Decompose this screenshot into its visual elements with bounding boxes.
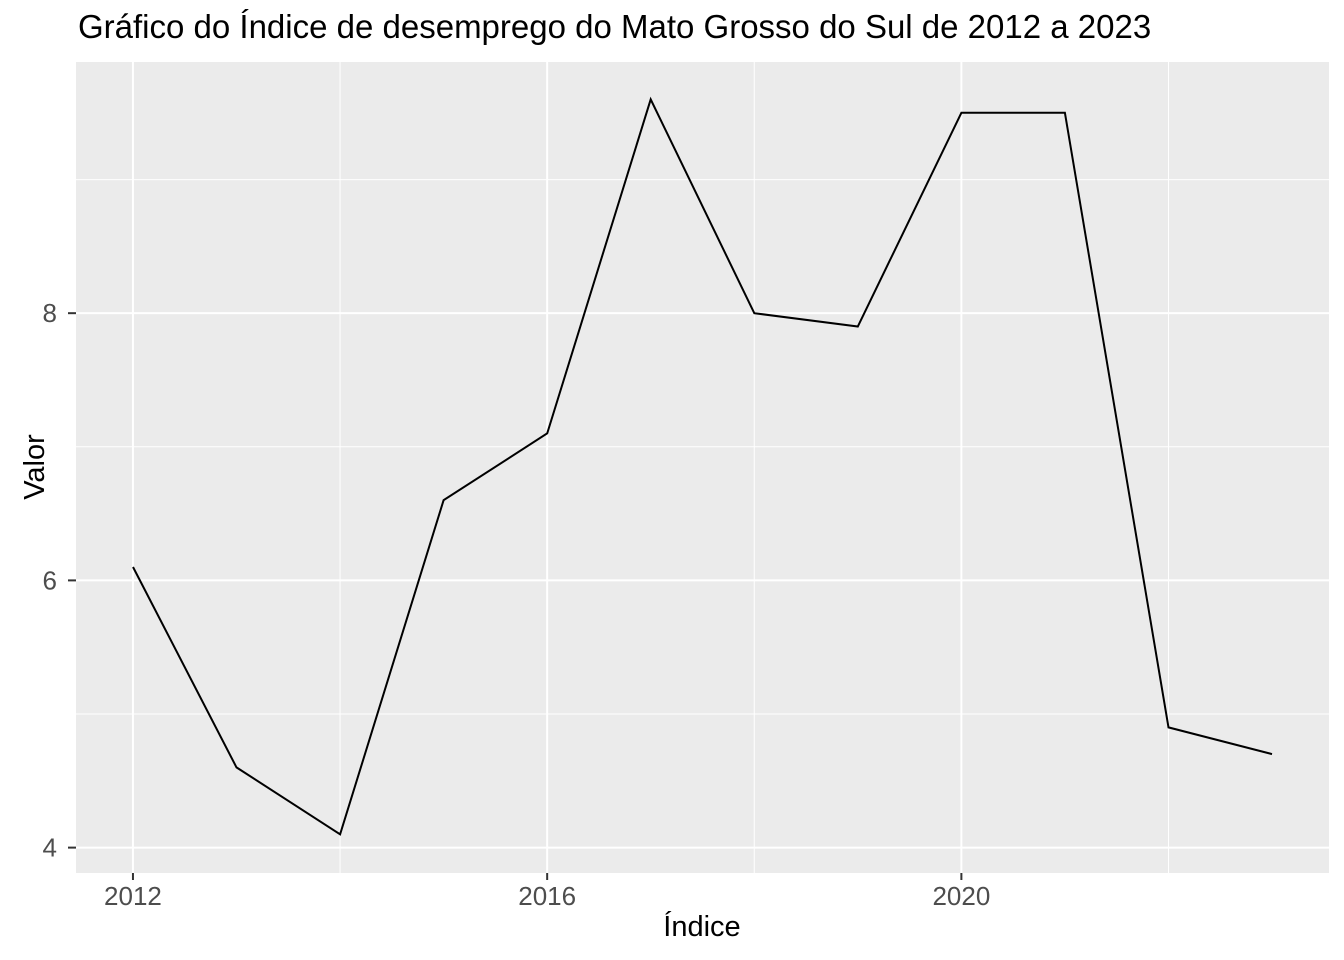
chart-title: Gráfico do Índice de desemprego do Mato … xyxy=(78,8,1151,45)
y-axis-title: Valor xyxy=(19,434,51,500)
x-tick-label: 2020 xyxy=(932,881,990,911)
x-tick-label: 2012 xyxy=(104,881,162,911)
y-tick-label: 6 xyxy=(43,565,57,595)
x-axis-title: Índice xyxy=(663,910,740,943)
plot-area: 2012 2016 2020 4 6 8 xyxy=(43,62,1329,911)
panel-background xyxy=(76,62,1329,873)
y-tick-label: 8 xyxy=(43,298,57,328)
data-line-series xyxy=(132,96,1273,836)
y-tick-label: 4 xyxy=(43,833,57,863)
x-tick-label: 2016 xyxy=(518,881,576,911)
